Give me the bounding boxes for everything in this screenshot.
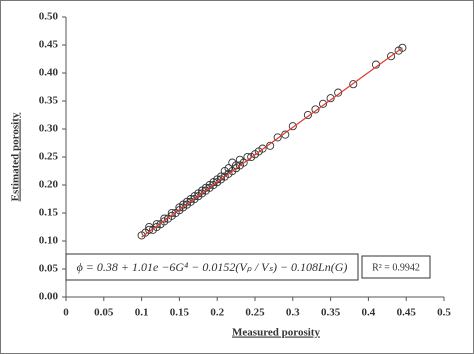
point xyxy=(288,122,297,131)
equation-box xyxy=(65,253,359,281)
r-squared-box xyxy=(361,255,431,279)
x-tick-label: 0 xyxy=(63,307,69,319)
x-axis-label: Measured porosity xyxy=(232,327,320,339)
x-tick-label: 0.5 xyxy=(437,307,451,319)
point xyxy=(334,88,343,97)
x-tick-label: 0.4 xyxy=(362,307,376,319)
x-tick-label: 0.25 xyxy=(245,307,265,319)
point xyxy=(318,99,328,108)
equation: ϕ = 0.38 + 1.01e −6G⁴ − 0.0152(Vₚ / Vₛ) … xyxy=(77,260,348,274)
y-axis-label: Estimated porosity xyxy=(10,112,22,201)
x-tick-label: 0.05 xyxy=(94,307,114,319)
x-tick-label: 0.1 xyxy=(135,307,149,319)
x-tick-label: 0.35 xyxy=(321,307,341,319)
point xyxy=(349,80,358,89)
y-tick-label: 0.20 xyxy=(39,179,59,191)
y-tick-label: 0.45 xyxy=(39,39,59,51)
point xyxy=(258,144,267,153)
r-squared: R² = 0.9942 xyxy=(372,262,420,273)
y-tick-label: 0.15 xyxy=(39,207,59,219)
y-tick-label: 0.40 xyxy=(39,67,59,79)
point xyxy=(311,105,320,114)
point xyxy=(239,158,248,167)
y-tick-label: 0.05 xyxy=(39,263,59,275)
trendline xyxy=(141,47,403,238)
y-tick-label: 0.10 xyxy=(39,235,59,247)
point xyxy=(326,94,335,103)
point xyxy=(281,130,290,139)
y-tick-label: 0.30 xyxy=(39,123,59,135)
point xyxy=(303,110,312,120)
y-tick-label: 0.50 xyxy=(39,11,59,23)
y-tick-label: 0.35 xyxy=(39,95,59,107)
point xyxy=(398,43,407,52)
y-tick-label: 0.00 xyxy=(39,291,59,303)
point xyxy=(145,225,154,234)
x-tick-label: 0.2 xyxy=(210,307,224,319)
x-tick-label: 0.45 xyxy=(397,307,417,319)
x-tick-label: 0.3 xyxy=(286,307,300,319)
y-tick-label: 0.25 xyxy=(39,151,59,163)
point xyxy=(273,133,282,142)
x-tick-label: 0.15 xyxy=(170,307,190,319)
point xyxy=(387,52,396,61)
